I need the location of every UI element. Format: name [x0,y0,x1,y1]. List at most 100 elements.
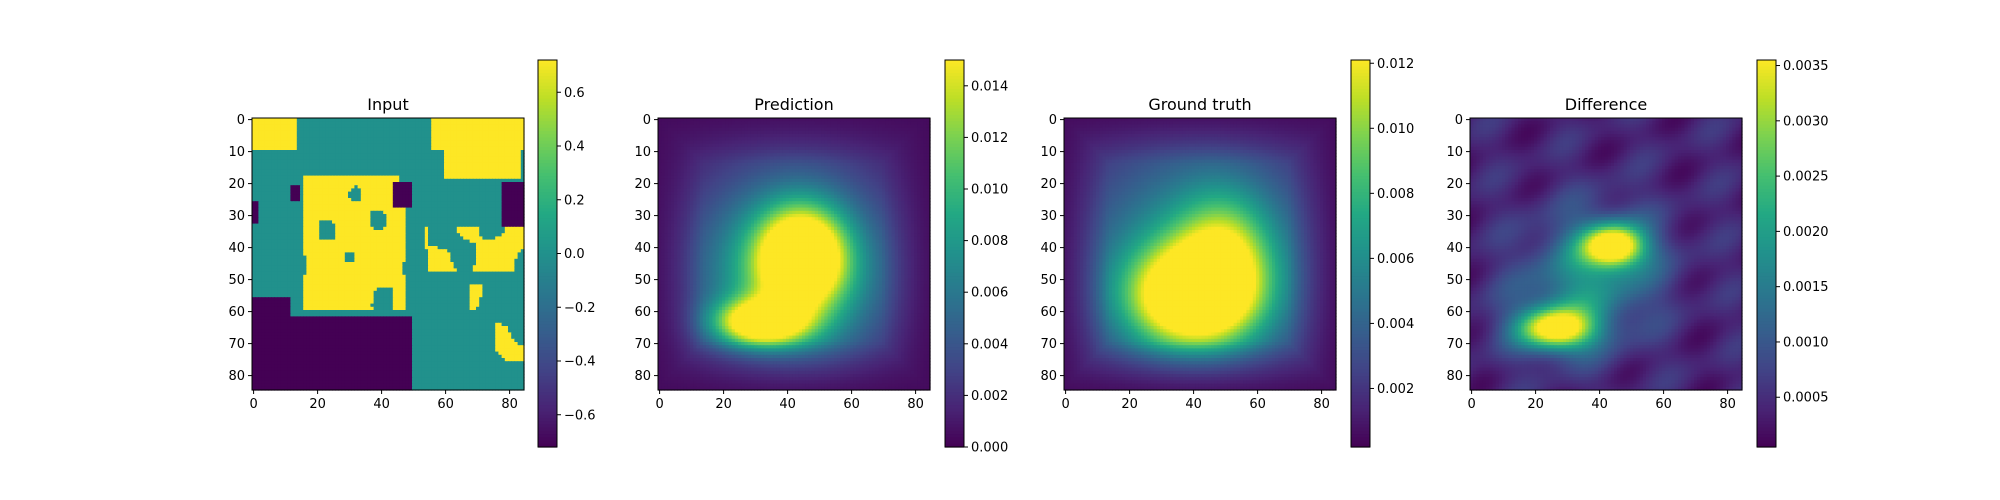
y-tick-label: 40 [634,241,651,256]
colorbar-tick-label: 0.0015 [1783,280,1829,295]
colorbar-tick-label: 0.0020 [1783,225,1829,240]
colorbar-tick-label: 0.000 [971,441,1008,456]
x-tick-label: 80 [907,397,924,412]
y-tick-label: 60 [228,305,245,320]
x-tick-label: 0 [249,397,257,412]
x-tick-label: 80 [1719,397,1736,412]
y-tick-label: 10 [1446,145,1463,160]
y-tick-label: 30 [228,209,245,224]
y-tick-label: 0 [1455,113,1463,128]
y-tick-label: 80 [634,369,651,384]
x-tick-label: 60 [437,397,454,412]
x-tick-label: 60 [843,397,860,412]
y-tick-label: 20 [634,177,651,192]
colorbar-tick-label: 0.004 [971,337,1008,352]
colorbar-tick-label: 0.008 [971,234,1008,249]
y-tick-label: 50 [634,273,651,288]
y-tick-label: 70 [228,337,245,352]
colorbar-tick-label: 0.008 [1377,187,1414,202]
colorbar: 0.000 0.002 0.004 0.006 0.008 0.010 0.012 0.014 [945,60,1008,456]
panel-title: Difference [1565,95,1647,114]
panel-title: Ground truth [1148,95,1251,114]
colorbar-tick-label: 0.012 [971,131,1008,146]
colorbar-tick-label: 0.002 [971,389,1008,404]
y-tick-label: 10 [1040,145,1057,160]
panel-3: Ground truth 0 20 40 60 80 0 10 20 30 40 50 60 70 80 0.… [1040,57,1414,448]
y-tick-label: 0 [237,113,245,128]
x-tick-label: 20 [715,397,732,412]
y-tick-label: 50 [1446,273,1463,288]
x-tick-label: 20 [1527,397,1544,412]
x-tick-label: 20 [309,397,326,412]
y-tick-label: 70 [1040,337,1057,352]
y-tick-label: 80 [228,369,245,384]
x-tick-label: 80 [1313,397,1330,412]
colorbar-tick-label: 0.004 [1377,317,1414,332]
colorbar-tick-label: 0.010 [1377,122,1414,137]
heatmap-image [658,118,931,391]
panel-title: Prediction [754,95,833,114]
colorbar-tick-label: 0.010 [971,183,1008,198]
x-tick-label: 0 [655,397,663,412]
y-tick-label: 70 [1446,337,1463,352]
colorbar-tick-label: −0.2 [564,301,596,316]
heatmap-image [1064,118,1337,391]
y-tick-label: 0 [643,113,651,128]
x-tick-label: 40 [1185,397,1202,412]
y-tick-label: 30 [1040,209,1057,224]
colorbar-tick-label: 0.006 [971,286,1008,301]
y-tick-label: 20 [1446,177,1463,192]
panel-4: Difference 0 20 40 60 80 0 10 20 30 40 50 60 70 80 0.00… [1446,59,1828,448]
y-tick-label: 40 [228,241,245,256]
colorbar: 0.002 0.004 0.006 0.008 0.010 0.012 [1351,57,1414,448]
x-tick-label: 60 [1655,397,1672,412]
colorbar: −0.6 −0.4 −0.2 0.0 0.2 0.4 0.6 [538,60,596,448]
y-tick-label: 40 [1040,241,1057,256]
y-tick-label: 10 [634,145,651,160]
x-tick-label: 80 [501,397,518,412]
x-tick-label: 60 [1249,397,1266,412]
y-tick-label: 50 [1040,273,1057,288]
x-tick-label: 0 [1467,397,1475,412]
panel-title: Input [367,95,408,114]
colorbar-tick-label: 0.0010 [1783,335,1829,350]
colorbar-tick-label: 0.0005 [1783,391,1829,406]
y-tick-label: 50 [228,273,245,288]
y-tick-label: 60 [1040,305,1057,320]
y-tick-label: 70 [634,337,651,352]
colorbar-tick-label: 0.0035 [1783,59,1829,74]
y-tick-label: 80 [1040,369,1057,384]
y-tick-label: 0 [1049,113,1057,128]
y-tick-label: 20 [1040,177,1057,192]
y-tick-label: 40 [1446,241,1463,256]
y-tick-label: 10 [228,145,245,160]
x-tick-label: 40 [1591,397,1608,412]
x-tick-label: 40 [373,397,390,412]
colorbar-tick-label: 0.0030 [1783,114,1829,129]
heatmap-image [252,118,525,391]
y-tick-label: 30 [634,209,651,224]
x-tick-label: 0 [1061,397,1069,412]
colorbar-tick-label: 0.0 [564,247,585,262]
colorbar-tick-label: 0.006 [1377,252,1414,267]
colorbar-tick-label: 0.6 [564,86,585,101]
colorbar-tick-label: 0.002 [1377,382,1414,397]
y-tick-label: 20 [228,177,245,192]
y-tick-label: 60 [1446,305,1463,320]
y-tick-label: 30 [1446,209,1463,224]
y-tick-label: 80 [1446,369,1463,384]
colorbar-tick-label: −0.4 [564,355,596,370]
heatmap-image [1470,118,1743,391]
colorbar: 0.0005 0.0010 0.0015 0.0020 0.0025 0.0030 0.00… [1757,59,1829,448]
colorbar-tick-label: 0.014 [971,79,1008,94]
colorbar-tick-label: −0.6 [564,408,596,423]
colorbar-tick-label: 0.0025 [1783,170,1829,185]
x-tick-label: 40 [779,397,796,412]
x-tick-label: 20 [1121,397,1138,412]
colorbar-tick-label: 0.2 [564,193,585,208]
colorbar-tick-label: 0.4 [564,140,585,155]
colorbar-tick-label: 0.012 [1377,57,1414,72]
